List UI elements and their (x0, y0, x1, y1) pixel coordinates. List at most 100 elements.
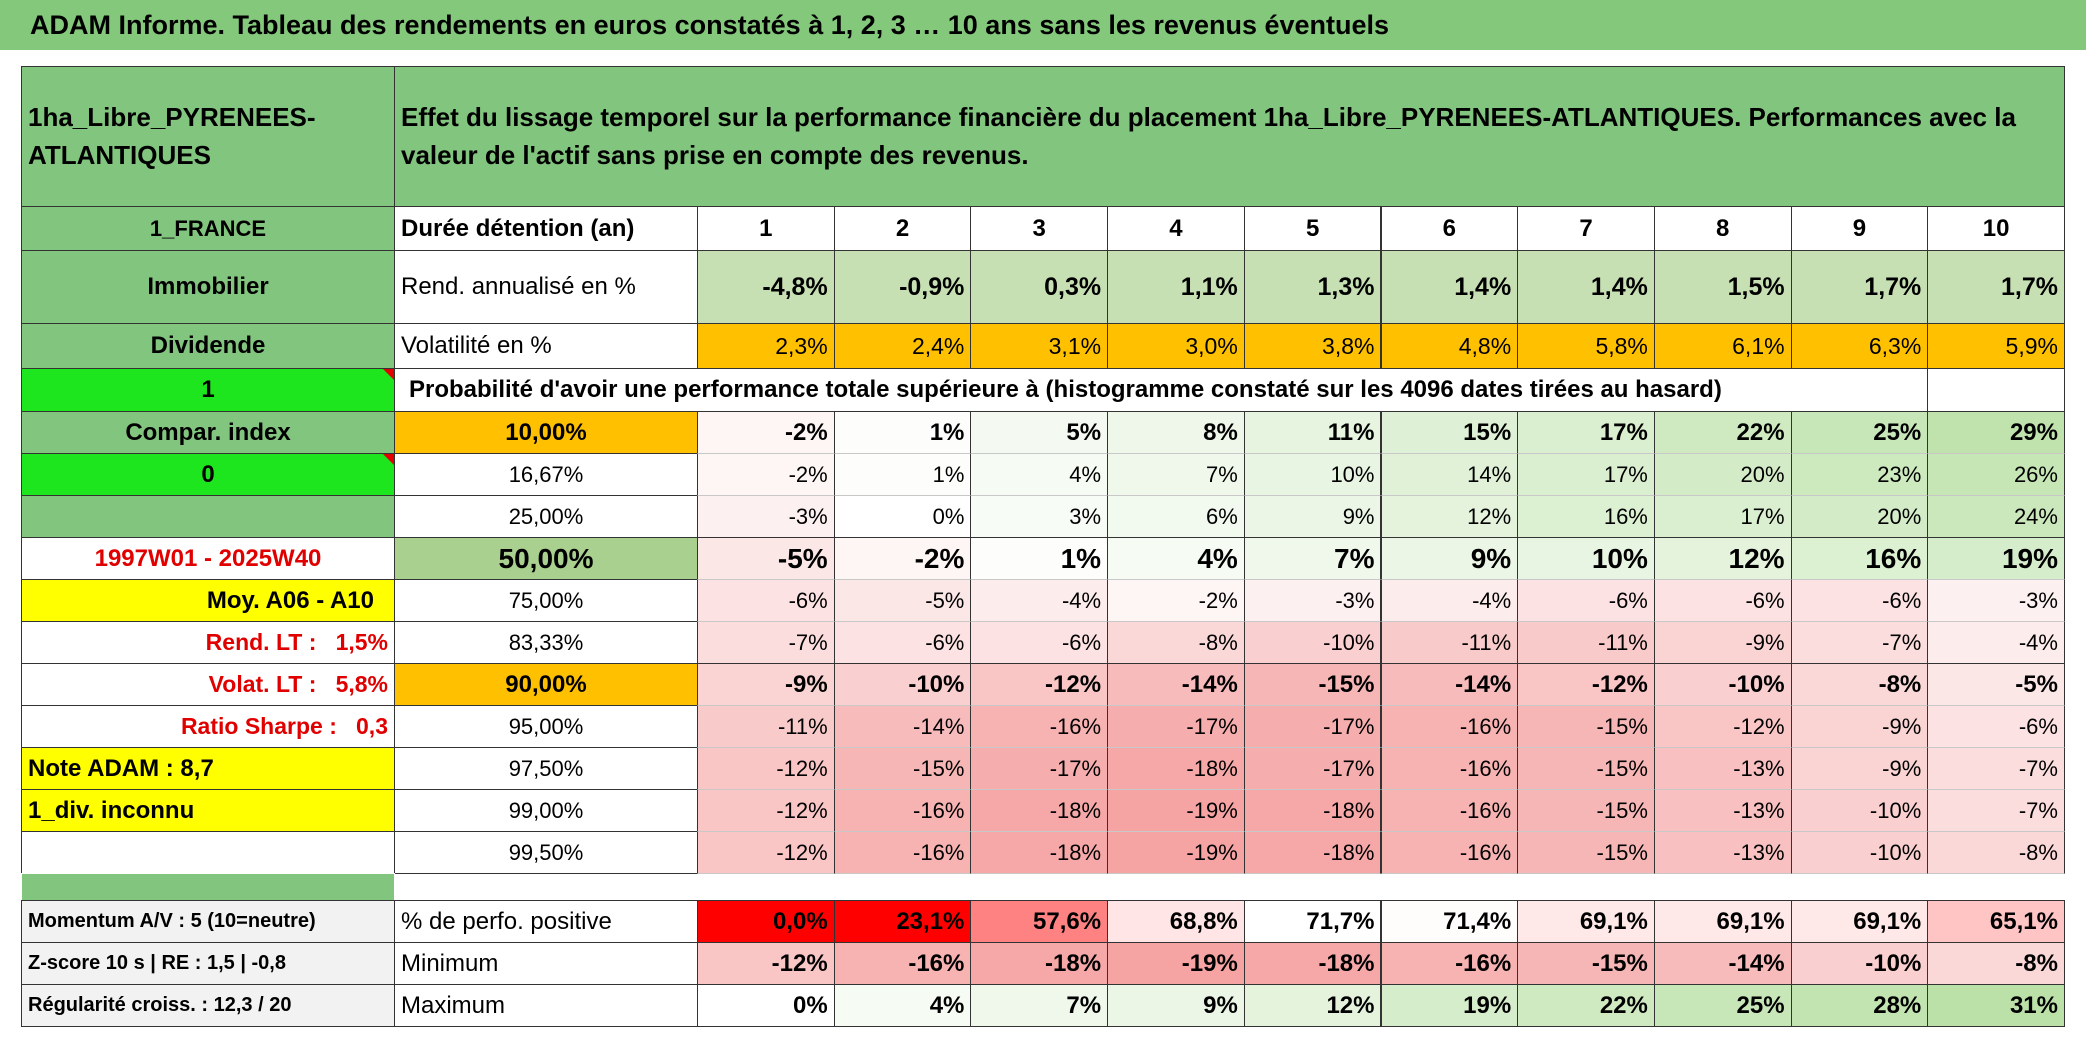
row-label: 1 (21, 368, 395, 412)
summary-cell: 69,1% (1517, 900, 1655, 943)
value-cell: 4% (1107, 537, 1245, 580)
value-cell: 7% (1243, 537, 1382, 580)
value-cell: -3% (1243, 579, 1382, 622)
value-cell: -6% (1790, 579, 1929, 622)
value-cell: -15% (1243, 663, 1382, 706)
value-cell: -9% (1790, 705, 1929, 748)
value-cell: -16% (1380, 747, 1519, 790)
row-name: 16,67% (394, 453, 698, 496)
value-cell: -6% (1653, 579, 1792, 622)
row-label (21, 831, 395, 874)
column-header: 3 (970, 206, 1109, 251)
value-cell: -13% (1653, 789, 1792, 832)
value-cell: -3% (697, 495, 835, 538)
value-cell: -15% (833, 747, 972, 790)
value-cell: 1,3% (1243, 250, 1382, 324)
summary-cell: 7% (970, 984, 1109, 1027)
value-cell: 20% (1790, 495, 1929, 538)
summary-cell: 22% (1517, 984, 1655, 1027)
value-cell: -4% (1927, 621, 2065, 664)
summary-cell: 31% (1927, 984, 2065, 1027)
value-cell: 9% (1380, 537, 1519, 580)
summary-label: Régularité croiss. : 12,3 / 20 (21, 984, 395, 1027)
value-cell: 17% (1653, 495, 1792, 538)
summary-label: Z-score 10 s | RE : 1,5 | -0,8 (21, 942, 395, 985)
value-cell: -18% (1243, 831, 1382, 874)
row-name: Durée détention (an) (394, 206, 698, 251)
value-cell: 12% (1653, 537, 1792, 580)
row-name: 97,50% (394, 747, 698, 790)
value-cell: 4% (970, 453, 1109, 496)
summary-cell: 12% (1243, 984, 1382, 1027)
column-header: 7 (1517, 206, 1655, 251)
summary-cell: -8% (1927, 942, 2065, 985)
value-cell: -3% (1927, 579, 2065, 622)
value-cell: -12% (697, 831, 835, 874)
row-label: 0 (21, 453, 395, 496)
value-cell: 1% (833, 411, 972, 454)
summary-cell: -16% (833, 942, 972, 985)
row-label: Rend. LT : 1,5% (21, 621, 395, 664)
value-cell: 16% (1517, 495, 1655, 538)
value-cell: 17% (1517, 453, 1655, 496)
value-cell: -18% (1243, 789, 1382, 832)
value-cell: -14% (833, 705, 972, 748)
summary-cell: -19% (1107, 942, 1245, 985)
value-cell: -5% (1927, 663, 2065, 706)
row-name: 99,50% (394, 831, 698, 874)
value-cell: -8% (1927, 831, 2065, 874)
value-cell: 3,8% (1243, 323, 1382, 369)
row-label: Compar. index (21, 411, 395, 454)
value-cell: -8% (1790, 663, 1929, 706)
value-cell: 1,7% (1927, 250, 2065, 324)
row-label: Moy. A06 - A10 (21, 579, 395, 622)
comment-marker (383, 454, 394, 465)
summary-cell: 23,1% (833, 900, 972, 943)
value-cell: -15% (1517, 789, 1655, 832)
value-cell: 15% (1380, 411, 1519, 454)
summary-name: Maximum (394, 984, 698, 1027)
value-cell: -15% (1517, 747, 1655, 790)
value-cell: 12% (1380, 495, 1519, 538)
value-cell: -14% (1107, 663, 1245, 706)
value-cell: -19% (1107, 789, 1245, 832)
value-cell: -11% (697, 705, 835, 748)
value-cell: -6% (1927, 705, 2065, 748)
value-cell: -6% (697, 579, 835, 622)
column-header: 1 (697, 206, 835, 251)
value-cell: -4% (1380, 579, 1519, 622)
row-name: 75,00% (394, 579, 698, 622)
value-cell: -6% (1517, 579, 1655, 622)
value-cell: 9% (1243, 495, 1382, 538)
value-cell: -7% (1927, 789, 2065, 832)
value-cell: 3,0% (1107, 323, 1245, 369)
value-cell: -12% (970, 663, 1109, 706)
value-cell: -8% (1107, 621, 1245, 664)
row-name: Volatilité en % (394, 323, 698, 369)
value-cell: -17% (1107, 705, 1245, 748)
value-cell: 4,8% (1380, 323, 1519, 369)
value-cell: -12% (1653, 705, 1792, 748)
row-label: Volat. LT : 5,8% (21, 663, 395, 706)
summary-cell: -18% (970, 942, 1109, 985)
value-cell: 2,3% (697, 323, 835, 369)
summary-cell: 69,1% (1790, 900, 1929, 943)
value-cell: 5,8% (1517, 323, 1655, 369)
summary-cell: 0% (697, 984, 835, 1027)
row-name: 10,00% (394, 411, 698, 454)
value-cell: -12% (697, 747, 835, 790)
row-label: Dividende (21, 323, 395, 369)
column-header: 10 (1927, 206, 2065, 251)
value-cell: -10% (1653, 663, 1792, 706)
value-cell: 20% (1653, 453, 1792, 496)
value-cell: -0,9% (833, 250, 972, 324)
title: ADAM Informe. Tableau des rendements en … (0, 0, 2086, 50)
value-cell: 11% (1243, 411, 1382, 454)
summary-name: % de perfo. positive (394, 900, 698, 943)
value-cell: -2% (697, 411, 835, 454)
row-name: 95,00% (394, 705, 698, 748)
value-cell: 16% (1790, 537, 1929, 580)
value-cell: -5% (833, 579, 972, 622)
value-cell: -18% (970, 789, 1109, 832)
